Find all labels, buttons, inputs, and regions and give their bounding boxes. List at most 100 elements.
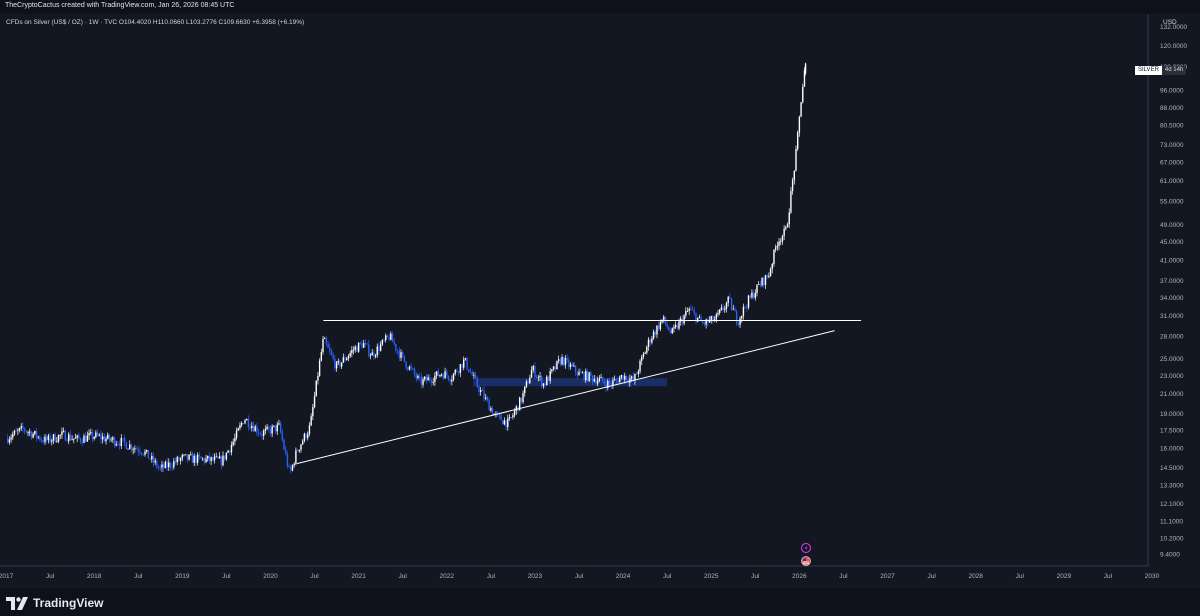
candle-body <box>369 355 372 357</box>
candle-body <box>73 438 75 440</box>
candle-body <box>176 457 178 463</box>
candle-body <box>342 357 345 363</box>
candle-body <box>400 352 402 358</box>
candle-body <box>47 435 50 441</box>
candle-body <box>500 414 502 421</box>
candle-body <box>649 339 651 343</box>
price-tick-label: 34.0000 <box>1160 295 1184 302</box>
candle-body <box>795 148 797 171</box>
candle-body <box>420 377 423 385</box>
time-tick-label: 2018 <box>87 573 102 580</box>
candle-body <box>757 284 760 286</box>
candle-body <box>8 439 11 443</box>
candle-body <box>427 377 429 381</box>
brand-name: TradingView <box>33 596 104 610</box>
candle-body <box>225 452 228 460</box>
candle-body <box>59 434 61 436</box>
candle-body <box>203 458 206 463</box>
time-tick-label: Jul <box>751 573 760 580</box>
candle-body <box>110 439 112 441</box>
candle-body <box>147 449 150 459</box>
time-tick-label: 2022 <box>440 573 455 580</box>
candle-body <box>90 432 92 434</box>
candle-body <box>349 352 351 357</box>
candle-body <box>337 360 339 363</box>
candle-body <box>749 295 751 298</box>
price-tick-label: 14.5000 <box>1160 465 1184 472</box>
candle-body <box>796 132 799 149</box>
candle-body <box>442 374 445 379</box>
time-tick-label: 2026 <box>792 573 807 580</box>
candle-body <box>447 375 450 380</box>
candle-body <box>761 277 763 286</box>
candle-body <box>379 344 382 351</box>
candle-body <box>574 365 577 373</box>
candle-body <box>691 309 694 311</box>
candle-body <box>666 323 668 328</box>
candle-body <box>17 430 19 432</box>
currency-label[interactable]: USD <box>1163 19 1177 26</box>
candle-body <box>315 380 317 397</box>
candle-body <box>374 355 377 357</box>
top-bar: TheCryptoCactus created with TradingView… <box>0 0 1200 14</box>
candle-body <box>205 458 207 463</box>
candle-body <box>247 418 250 427</box>
candle-body <box>210 457 212 461</box>
candle-body <box>330 351 333 355</box>
candle-body <box>356 346 358 352</box>
event-icons[interactable] <box>801 543 811 566</box>
candle-body <box>142 453 145 455</box>
candle-body <box>673 327 675 329</box>
candle-body <box>474 374 477 378</box>
time-tick-label: Jul <box>1104 573 1113 580</box>
candle-body <box>334 358 336 369</box>
candle-body <box>40 439 43 441</box>
candle-body <box>739 318 741 325</box>
candle-body <box>35 430 38 438</box>
candle-body <box>298 449 300 451</box>
candle-body <box>161 464 163 468</box>
candle-body <box>471 372 473 376</box>
candle-body <box>737 323 740 325</box>
candle-body <box>393 341 395 344</box>
candle-body <box>773 249 775 264</box>
candle-body <box>654 331 656 335</box>
candle-body <box>61 431 63 435</box>
candle-body <box>556 360 558 370</box>
candle-body <box>166 461 168 468</box>
candle-body <box>551 369 553 371</box>
candle-body <box>719 309 721 313</box>
candle-body <box>581 372 584 374</box>
candle-body <box>600 376 602 379</box>
candle-body <box>222 455 224 466</box>
candle-body <box>10 437 12 440</box>
candle-body <box>339 360 341 367</box>
candle-body <box>464 358 467 360</box>
price-tick-label: 45.0000 <box>1160 239 1184 246</box>
candle-body <box>469 372 472 373</box>
candle-body <box>769 269 772 276</box>
candle-body <box>386 335 389 337</box>
candle-body <box>573 365 575 367</box>
candle-body <box>401 352 404 356</box>
candle-body <box>710 316 712 320</box>
price-tick-label: 80.5000 <box>1160 123 1184 130</box>
price-tick-label: 28.0000 <box>1160 334 1184 341</box>
candle-body <box>764 275 767 286</box>
candle-body <box>452 373 455 380</box>
candle-body <box>590 372 592 376</box>
candle-body <box>651 338 653 343</box>
candle-body <box>237 428 239 431</box>
time-tick-label: Jul <box>134 573 143 580</box>
candle-body <box>768 275 770 278</box>
price-tick-label: 9.4000 <box>1160 552 1180 559</box>
candle-body <box>347 356 350 359</box>
candle-body <box>357 342 360 352</box>
candle-body <box>105 438 107 442</box>
candle-body <box>695 313 697 322</box>
candle-body <box>32 433 34 438</box>
candle-body <box>741 315 743 319</box>
candle-body <box>388 336 390 340</box>
price-chart[interactable]: 132.0000120.0000108.000096.000088.000080… <box>0 14 1200 588</box>
candle-body <box>596 380 599 384</box>
